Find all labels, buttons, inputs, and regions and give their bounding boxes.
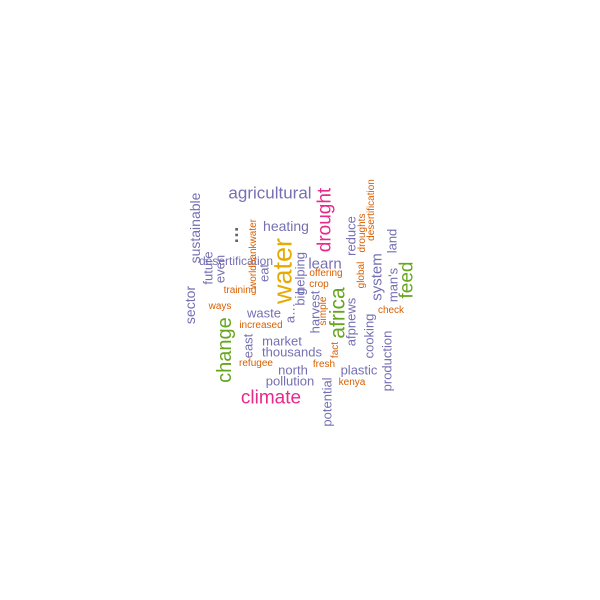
word-ways: ways — [208, 301, 232, 312]
word-crop: crop — [309, 279, 329, 290]
word-ellipsis: … — [222, 226, 242, 244]
word-kenya: kenya — [338, 377, 366, 388]
word-sector: sector — [182, 285, 198, 325]
word-even: even — [212, 254, 228, 284]
word-waste: waste — [247, 305, 281, 321]
word-offering: offering — [309, 268, 343, 279]
word-drought: drought — [314, 187, 336, 253]
word-simple: simple — [318, 296, 329, 326]
word-global: global — [356, 261, 367, 289]
word-fact: fact — [330, 341, 341, 359]
word-training: training — [223, 285, 257, 296]
word-worldbankwater: worldbankwater — [248, 218, 259, 290]
word-feed: feed — [396, 261, 418, 299]
word-land: land — [384, 228, 400, 254]
word-climate: climate — [240, 387, 302, 409]
word-a-ellipsis: a… — [282, 302, 298, 324]
word-desertification: desertification — [366, 179, 377, 241]
word-thousands: thousands — [262, 344, 322, 360]
word-pollution: pollution — [265, 373, 315, 389]
word-increased: increased — [239, 320, 283, 331]
word-check: check — [377, 305, 405, 316]
word-droughts: droughts — [357, 213, 368, 253]
word-reduce: reduce — [343, 216, 359, 256]
word-production: production — [379, 330, 395, 392]
word-plastic: plastic — [340, 362, 378, 378]
word-potential: potential — [319, 377, 335, 427]
word-fresh: fresh — [312, 359, 336, 370]
word-agricultural: agricultural — [228, 183, 312, 203]
word-heating: heating — [263, 218, 309, 234]
word-afpnews: afpnews — [343, 297, 359, 347]
word-system: system — [368, 253, 386, 301]
word-refugee: refugee — [239, 358, 273, 369]
word-north: north — [278, 362, 308, 378]
word-eat: desertification — [198, 254, 274, 268]
word-east: east — [240, 333, 256, 359]
word-cooking: cooking — [361, 313, 377, 359]
word-market: market — [262, 333, 302, 349]
word-learn: learn — [308, 255, 342, 273]
word-change: change — [214, 317, 236, 383]
